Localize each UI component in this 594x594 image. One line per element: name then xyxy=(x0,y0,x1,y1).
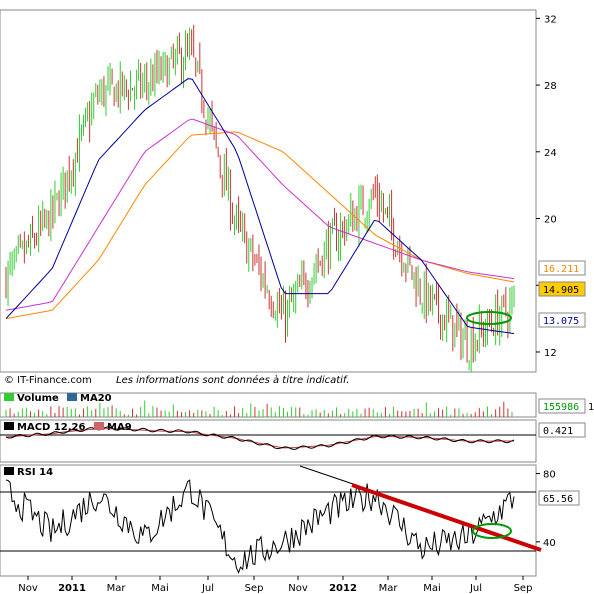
rsi-panel xyxy=(0,464,537,577)
x-axis: Nov 2011 Mar Mai Jul Sep Nov 2012 Mar Mai Jul Sep xyxy=(18,576,532,594)
macd-panel xyxy=(0,419,537,463)
readout-price: 14.905 xyxy=(538,281,586,297)
readout-macd: 0.421 xyxy=(538,422,586,438)
rsi-ellipse-marker xyxy=(472,523,512,539)
readout-rsi-text: 65.56 xyxy=(543,494,573,505)
legend-volume: Volume xyxy=(17,393,59,404)
readout-ma20-text: 13.075 xyxy=(543,316,579,327)
readout-rsi: 65.56 xyxy=(538,490,580,506)
readout-ma-orange: 16.211 xyxy=(538,260,586,276)
ma-magenta-line xyxy=(5,118,515,311)
credit-text: © IT-Finance.com xyxy=(4,375,92,386)
rsi-legend: RSI 14 xyxy=(4,467,53,478)
legend-ma9: MA9 xyxy=(107,422,132,433)
macd-line xyxy=(5,426,515,450)
x-tick-label: 2012 xyxy=(329,583,357,594)
x-tick-label: Nov xyxy=(288,583,308,594)
price-y-tick-label: 20 xyxy=(544,215,557,226)
x-tick-label: Mar xyxy=(107,583,127,594)
x-tick-label: Mai xyxy=(423,583,441,594)
x-tick-label: Jul xyxy=(469,583,482,594)
volume-bars xyxy=(5,400,513,417)
x-tick-label: Sep xyxy=(514,583,533,594)
price-y-tick-label: 24 xyxy=(544,148,557,159)
price-y-tick-label: 12 xyxy=(544,348,557,359)
rsi-line xyxy=(5,479,515,574)
price-candles xyxy=(5,25,515,372)
macd-signal-line xyxy=(5,428,514,449)
x-tick-label: Mai xyxy=(151,583,169,594)
rsi-trend-red xyxy=(351,483,542,552)
macd-legend: MACD 12,26 MA9 xyxy=(4,422,132,433)
rsi-y-tick-label: 40 xyxy=(543,538,556,549)
x-tick-label: Mar xyxy=(379,583,399,594)
rsi-y-tick-label: 80 xyxy=(543,470,556,481)
price-panel xyxy=(0,9,537,373)
readout-volume-suffix: 1 xyxy=(588,402,594,413)
readout-price-text: 14.905 xyxy=(543,285,579,296)
readout-volume-text: 155986 xyxy=(543,402,579,413)
readout-ma20: 13.075 xyxy=(538,312,586,328)
x-tick-label: Nov xyxy=(18,583,38,594)
readout-macd-text: 0.421 xyxy=(543,426,573,437)
legend-ma20: MA20 xyxy=(80,393,112,404)
x-tick-label: 2011 xyxy=(58,583,86,594)
rsi-trend-thin xyxy=(299,465,357,486)
price-y-tick-label: 28 xyxy=(544,81,557,92)
disclaimer-text: Les informations sont données à titre in… xyxy=(116,374,349,386)
readout-volume: 155986 1 xyxy=(538,398,594,414)
legend-macd: MACD 12,26 xyxy=(17,422,85,433)
ma-blue-line xyxy=(5,78,515,335)
legend-rsi: RSI 14 xyxy=(17,467,53,478)
readout-ma-orange-text: 16.211 xyxy=(543,264,579,275)
price-y-axis: 12 20 24 28 32 xyxy=(536,14,557,359)
volume-legend: Volume MA20 xyxy=(4,393,112,404)
price-ellipse-marker xyxy=(466,311,512,325)
x-tick-label: Jul xyxy=(201,583,214,594)
rsi-y-axis: 40 80 xyxy=(536,470,556,549)
x-tick-label: Sep xyxy=(245,583,264,594)
price-y-tick-label: 32 xyxy=(544,14,557,25)
